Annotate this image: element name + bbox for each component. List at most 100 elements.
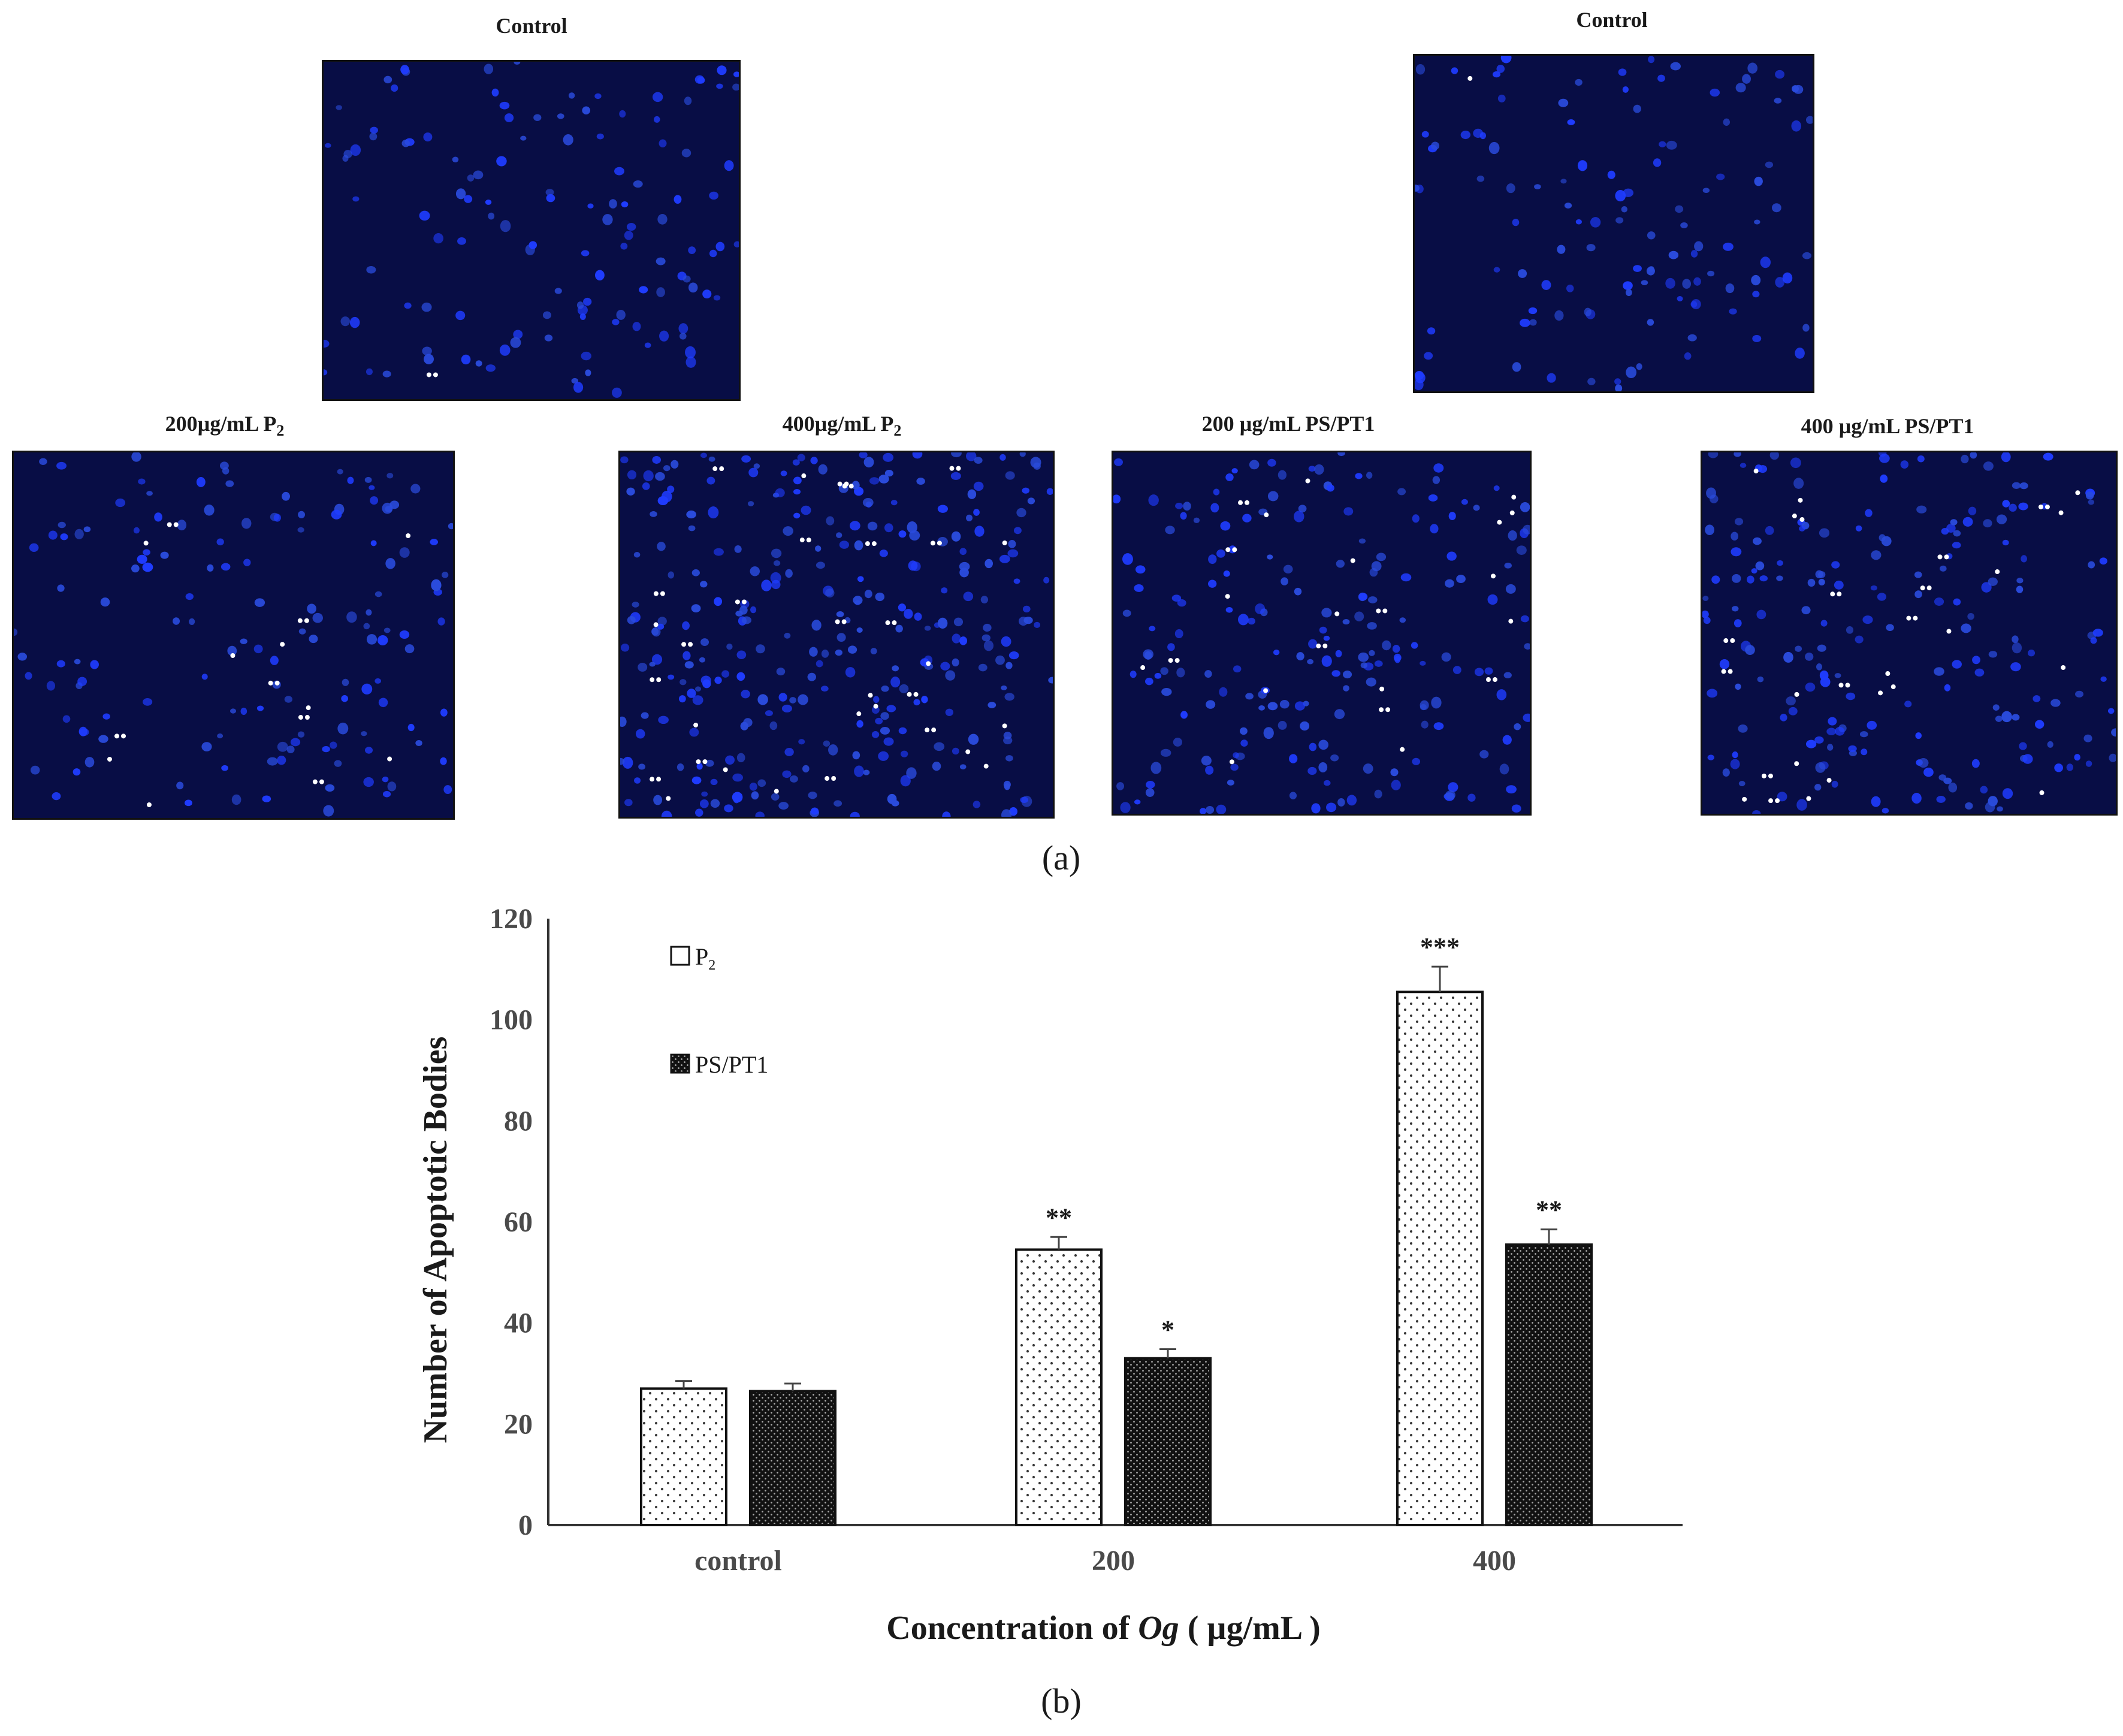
nucleus [282,491,290,501]
nucleus [823,740,831,747]
nucleus [985,558,993,569]
nucleus [1751,568,1757,574]
nucleus [520,135,527,141]
apoptotic-body-marker [937,541,942,546]
nucleus [1747,575,1754,584]
nucleus [1492,71,1501,78]
nucleus [1001,685,1007,690]
nucleus [708,506,719,519]
nucleus [98,735,108,743]
nucleus [1205,765,1214,775]
nucleus [1877,593,1887,601]
nucleus [499,344,511,356]
nucleus [685,346,696,359]
nucleus [951,531,961,542]
nucleus [443,785,452,795]
nucleus [1122,609,1131,617]
nucleus [820,686,829,692]
apoptotic-body-marker [298,715,303,720]
nucleus [1618,68,1627,76]
nucleus [1917,455,1925,463]
nucleus [240,638,247,644]
panel-a-label: (a) [1041,838,1081,877]
nucleus [424,354,434,364]
nucleus [654,116,660,123]
apoptotic-markers [107,522,411,808]
nucleus [769,721,778,730]
apoptotic-body-marker [837,481,842,487]
micrograph-image [620,452,1053,817]
nucleus [1707,754,1714,760]
nucleus [771,548,782,558]
nucleus [747,501,754,506]
nucleus [1412,514,1420,523]
nucleus [216,538,224,546]
nucleus [579,313,586,320]
nucleus [1233,752,1239,759]
apoptotic-body-marker [856,711,862,717]
nucleus [612,387,622,398]
micrograph-image [14,452,453,818]
nucleus [1411,642,1418,649]
nucleus [1433,722,1444,730]
y-tick-label: 0 [518,1509,533,1541]
nucleus [1710,88,1720,97]
nucleus [748,467,759,478]
nucleus [1180,711,1188,719]
nucleus [706,476,715,485]
nucleus [2010,662,2021,672]
nuclei [14,452,453,817]
nucleus [576,301,584,309]
nucleus [913,699,920,706]
nucleus [1730,759,1740,769]
nucleus [581,250,590,256]
nucleus [1880,474,1888,483]
apoptotic-body-marker [1511,494,1517,500]
apoptotic-body-marker [1913,615,1918,621]
nucleus [652,92,663,102]
nucleus [1346,795,1357,806]
nucleus [1318,739,1328,750]
nucleus [1342,619,1350,625]
nucleus [638,662,648,672]
nucleus [273,514,281,522]
nucleus [1512,362,1521,372]
nucleus [1231,468,1238,474]
nucleus [1326,484,1334,492]
nucleus [1484,667,1493,675]
nucleus [1691,299,1701,310]
nucleus [951,452,962,458]
apoptotic-body-marker [1768,798,1774,804]
nucleus [810,457,818,464]
nucleus [2085,491,2094,500]
apoptotic-body-marker [1467,76,1473,81]
nucleus [312,612,323,623]
nucleus [587,203,594,209]
nucleus [1145,677,1153,686]
nucleus [657,542,666,551]
nucleus [1586,244,1596,252]
micrograph-label-6: 400 µg/mL PS/PT1 [1801,414,1974,438]
nucleus [1415,379,1424,391]
nucleus [688,282,698,293]
nucleus [1336,560,1345,568]
nucleus [1528,307,1538,315]
nucleus [1208,554,1217,564]
nucleus [1499,763,1509,775]
apoptotic-body-marker [1830,591,1835,597]
micrograph-image [324,62,739,399]
nucleus [1814,784,1822,791]
nucleus [1882,808,1889,814]
nucleus [452,156,459,162]
nucleus [431,579,442,591]
nucleus [504,113,514,122]
nucleus [661,810,672,817]
nucleus [2019,742,2027,750]
apoptotic-body-marker [1168,658,1173,663]
nucleus [1216,804,1227,814]
nucleus [2111,728,2116,737]
micrograph-label-5: 200 µg/mL PS/PT1 [1201,412,1375,436]
nucleus [404,644,415,654]
nucleus [1780,714,1787,721]
apoptotic-body-marker [871,541,877,547]
